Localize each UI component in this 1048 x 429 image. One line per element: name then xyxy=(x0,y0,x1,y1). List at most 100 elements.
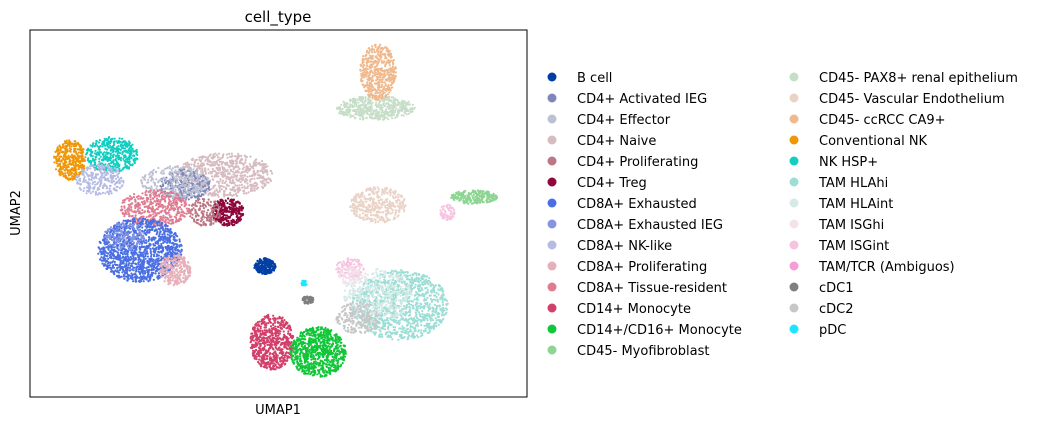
scatter-point xyxy=(221,199,224,202)
scatter-point xyxy=(142,197,145,200)
scatter-point xyxy=(184,183,187,187)
scatter-point xyxy=(84,156,87,159)
scatter-point xyxy=(164,200,167,203)
scatter-point xyxy=(115,169,118,172)
scatter-point xyxy=(267,181,270,184)
scatter-point xyxy=(130,272,133,275)
scatter-point xyxy=(236,162,239,165)
scatter-point xyxy=(182,273,185,276)
scatter-point xyxy=(204,169,207,172)
scatter-point xyxy=(147,173,151,176)
scatter-point xyxy=(204,224,207,227)
scatter-point xyxy=(181,258,184,261)
scatter-point xyxy=(230,152,233,155)
scatter-point xyxy=(145,189,148,193)
scatter-point xyxy=(119,148,122,151)
scatter-point xyxy=(180,203,183,206)
scatter-point xyxy=(119,257,122,260)
scatter-point xyxy=(165,265,168,268)
scatter-point xyxy=(159,230,162,233)
scatter-point xyxy=(171,274,174,277)
scatter-point xyxy=(131,163,134,166)
scatter-point xyxy=(197,199,200,202)
scatter-point xyxy=(183,177,186,180)
scatter-point xyxy=(232,204,235,207)
scatter-point xyxy=(220,188,223,191)
scatter-point xyxy=(64,172,67,175)
scatter-point xyxy=(89,150,93,153)
scatter-point xyxy=(61,172,64,176)
scatter-point xyxy=(178,198,181,202)
scatter-point xyxy=(69,148,73,151)
scatter-point xyxy=(125,143,129,146)
scatter-point xyxy=(213,184,217,187)
scatter-point xyxy=(126,151,129,154)
scatter-point xyxy=(97,141,101,144)
scatter-point xyxy=(192,207,195,210)
scatter-point xyxy=(110,179,113,182)
scatter-point xyxy=(258,174,261,177)
scatter-point xyxy=(241,158,244,161)
scatter-point xyxy=(216,154,219,157)
scatter-point xyxy=(229,168,232,171)
scatter-point xyxy=(225,175,229,178)
scatter-point xyxy=(196,201,200,204)
scatter-point xyxy=(100,173,103,176)
scatter-point xyxy=(176,208,180,211)
scatter-point xyxy=(201,168,204,172)
scatter-point xyxy=(174,247,177,250)
scatter-points xyxy=(53,43,498,378)
scatter-point xyxy=(182,276,185,279)
scatter-point xyxy=(160,222,163,225)
scatter-point xyxy=(187,272,190,275)
scatter-point xyxy=(116,263,119,267)
scatter-point xyxy=(195,172,198,175)
scatter-point xyxy=(151,172,154,175)
scatter-point xyxy=(77,167,80,171)
scatter-point xyxy=(131,265,134,268)
scatter-point xyxy=(144,239,148,242)
scatter-point xyxy=(214,170,217,173)
scatter-point xyxy=(145,197,148,200)
scatter-point xyxy=(177,189,180,192)
scatter-point xyxy=(73,140,76,143)
scatter-point xyxy=(223,181,226,185)
scatter-point xyxy=(55,162,58,165)
scatter-point xyxy=(202,190,205,193)
scatter-point xyxy=(234,165,237,168)
scatter-point xyxy=(113,137,116,140)
scatter-point xyxy=(150,185,153,188)
scatter-point xyxy=(197,191,200,194)
scatter-point xyxy=(201,176,204,179)
scatter-point xyxy=(60,155,63,158)
scatter-point xyxy=(231,181,234,184)
scatter-point xyxy=(127,230,130,233)
scatter-point xyxy=(103,247,106,250)
scatter-point xyxy=(224,193,228,197)
scatter-point xyxy=(134,272,137,275)
scatter-point xyxy=(172,180,175,183)
scatter-point xyxy=(167,185,170,188)
scatter-point xyxy=(193,219,196,222)
scatter-point xyxy=(135,270,138,273)
scatter-point xyxy=(242,192,245,195)
scatter-point xyxy=(149,250,152,253)
scatter-point xyxy=(164,246,167,249)
scatter-point xyxy=(148,279,151,282)
scatter-point xyxy=(141,184,144,187)
scatter-point xyxy=(144,253,147,256)
scatter-point xyxy=(204,156,207,159)
scatter-point xyxy=(94,169,97,172)
scatter-point xyxy=(245,166,248,169)
scatter-point xyxy=(183,186,186,190)
scatter-point xyxy=(169,236,172,239)
scatter-point xyxy=(175,258,178,261)
scatter-point xyxy=(108,243,112,246)
scatter-point xyxy=(212,153,215,156)
scatter-point xyxy=(60,166,63,169)
scatter-point xyxy=(159,268,163,271)
scatter-point xyxy=(132,259,136,262)
scatter-point xyxy=(165,167,168,170)
scatter-point xyxy=(66,148,69,151)
scatter-point xyxy=(186,166,189,169)
